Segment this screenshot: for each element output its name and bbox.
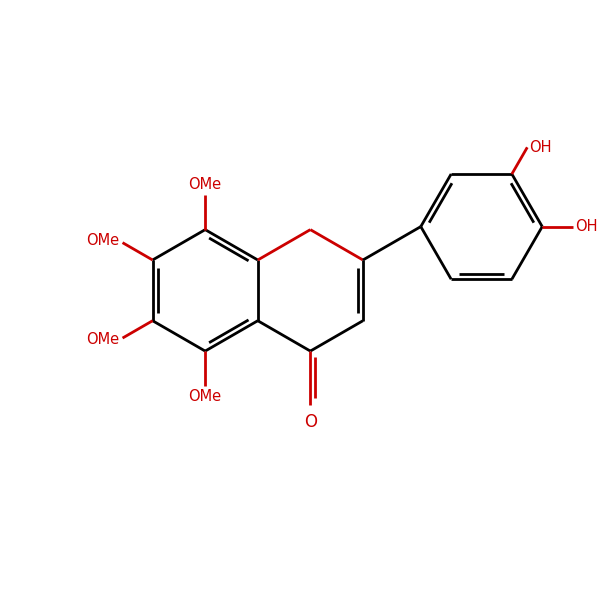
Text: OMe: OMe <box>188 389 222 404</box>
Text: OH: OH <box>529 140 552 155</box>
Text: OMe: OMe <box>188 177 222 192</box>
Text: OMe: OMe <box>86 233 119 248</box>
Text: OH: OH <box>575 219 598 234</box>
Text: O: O <box>304 413 317 431</box>
Text: OMe: OMe <box>86 332 119 347</box>
